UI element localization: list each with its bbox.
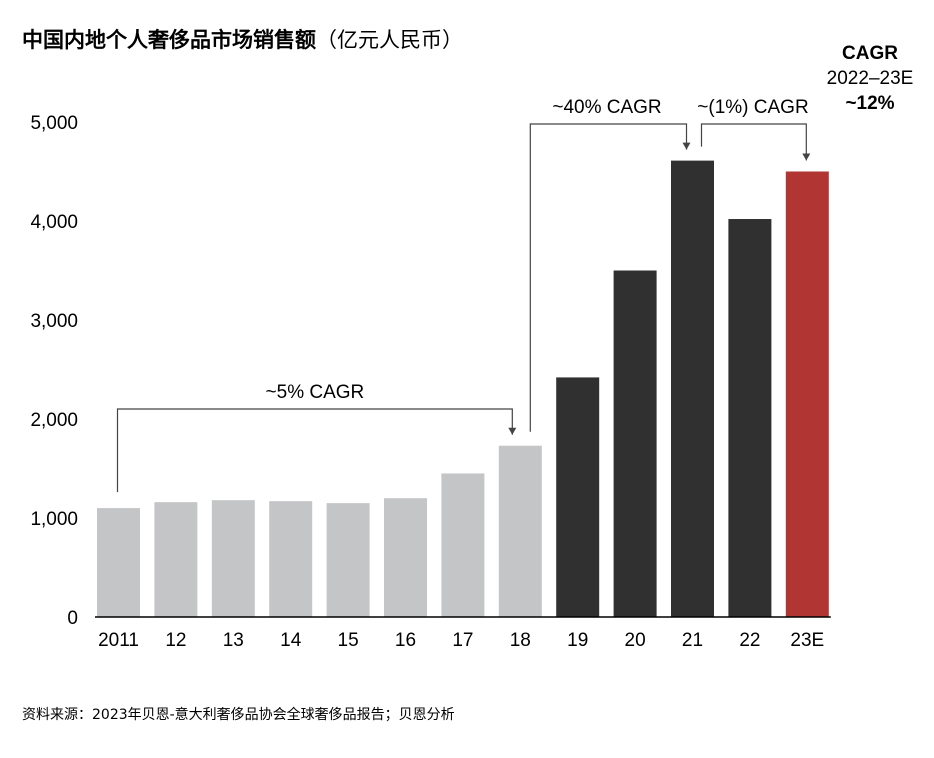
bar (154, 502, 198, 617)
cagr-value: ~12% (845, 93, 894, 114)
cagr-heading: CAGR (842, 43, 898, 64)
cagr-bracket-18-21 (529, 123, 691, 432)
cagr-label-18-21: ~40% CAGR (552, 97, 661, 118)
bar (785, 171, 829, 617)
x-tick-label: 17 (452, 630, 473, 651)
bar (671, 160, 714, 618)
bar (211, 500, 255, 617)
x-tick-label: 13 (223, 630, 244, 651)
x-tick-label: 23E (790, 630, 824, 651)
chart-title-text: 中国内地个人奢侈品市场销售额 (22, 28, 316, 52)
x-tick-label: 14 (280, 630, 302, 651)
bar (441, 473, 485, 617)
cagr-label-21-23e: ~(1%) CAGR (697, 97, 808, 118)
chart-title-unit: （亿元人民币） (316, 28, 463, 52)
bar (613, 270, 657, 617)
y-tick-label: 1,000 (30, 509, 78, 530)
x-tick-label: 19 (567, 630, 588, 651)
source-note: 资料来源：2023年贝恩-意大利奢侈品协会全球奢侈品报告；贝恩分析 (22, 707, 455, 723)
y-tick-label: 5,000 (30, 113, 78, 134)
y-tick-label: 0 (67, 608, 78, 629)
cagr-bracket-2011-18 (116, 408, 517, 493)
x-tick-label: 12 (165, 630, 186, 651)
bar (384, 498, 427, 617)
x-tick-label: 15 (338, 630, 359, 651)
x-tick-label: 22 (739, 630, 760, 651)
x-tick-label: 2011 (98, 630, 139, 651)
y-tick-label: 3,000 (30, 311, 78, 332)
cagr-label-2011-18: ~5% CAGR (266, 382, 365, 403)
cagr-period: 2022–23E (827, 68, 914, 89)
bar (498, 445, 542, 617)
x-tick-label: 16 (395, 630, 416, 651)
x-tick-label: 20 (625, 630, 646, 651)
x-tick-label: 21 (682, 630, 703, 651)
y-tick-label: 2,000 (30, 410, 78, 431)
bar (269, 501, 313, 617)
bar (97, 508, 140, 617)
y-tick-label: 4,000 (30, 212, 78, 233)
bar (556, 377, 600, 617)
bar (326, 503, 370, 617)
x-tick-label: 18 (510, 630, 531, 651)
chart-title: 中国内地个人奢侈品市场销售额（亿元人民币） (22, 24, 463, 54)
cagr-bracket-21-23e (700, 123, 811, 161)
bar (728, 219, 772, 617)
